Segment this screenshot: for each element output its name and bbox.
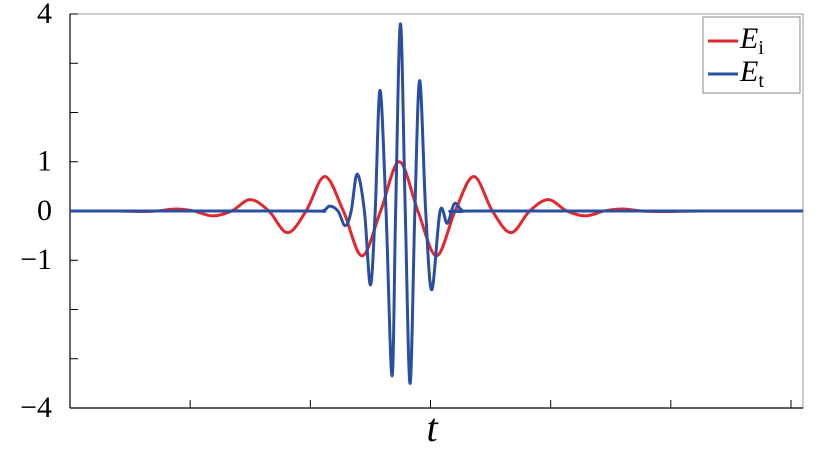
legend-name: E	[739, 22, 758, 55]
y-tick-label: 1	[37, 145, 52, 178]
legend-label: Ei	[739, 22, 764, 59]
data-line	[69, 22, 803, 385]
legend-subscript: i	[758, 37, 764, 59]
y-tick-label: 4	[37, 0, 52, 30]
legend-name: E	[739, 55, 758, 88]
legend-box	[702, 16, 801, 94]
y-tick-label: −1	[20, 243, 52, 276]
y-tick-label: 0	[37, 194, 52, 227]
y-tick-label: −4	[20, 391, 52, 424]
x-axis-label: t	[426, 405, 438, 450]
legend-label: Et	[739, 55, 764, 92]
legend-subscript: t	[758, 70, 764, 92]
